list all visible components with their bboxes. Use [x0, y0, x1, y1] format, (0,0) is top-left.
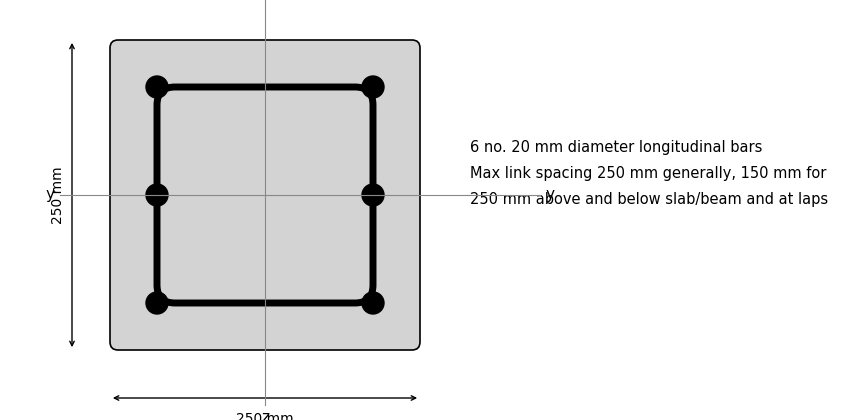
Circle shape [146, 184, 168, 206]
Text: 250 mm above and below slab/beam and at laps: 250 mm above and below slab/beam and at … [470, 192, 828, 207]
FancyBboxPatch shape [110, 40, 420, 350]
Circle shape [362, 76, 384, 98]
Text: y: y [46, 187, 55, 202]
Text: 250 mm: 250 mm [236, 412, 294, 420]
Circle shape [362, 292, 384, 314]
Circle shape [146, 292, 168, 314]
Text: 6 no. 20 mm diameter longitudinal bars: 6 no. 20 mm diameter longitudinal bars [470, 140, 762, 155]
FancyBboxPatch shape [157, 87, 373, 303]
Circle shape [146, 76, 168, 98]
Circle shape [362, 184, 384, 206]
Text: 250 mm: 250 mm [51, 166, 65, 224]
Text: Max link spacing 250 mm generally, 150 mm for: Max link spacing 250 mm generally, 150 m… [470, 166, 827, 181]
Text: y: y [545, 187, 554, 202]
Text: z: z [261, 410, 269, 420]
